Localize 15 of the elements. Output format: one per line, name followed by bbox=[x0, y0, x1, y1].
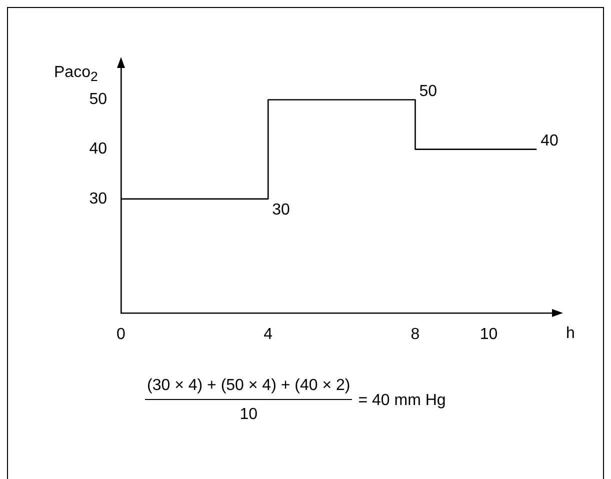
text: = 40 mm Hg bbox=[358, 392, 446, 410]
x-axis-title: h bbox=[566, 325, 575, 343]
x-tick-label: 8 bbox=[410, 326, 420, 344]
y-tick-label: 40 bbox=[89, 140, 108, 158]
y-axis-title: Paco$_{2}$ bbox=[54, 64, 98, 84]
y-tick-label: 50 bbox=[89, 91, 108, 108]
y-tick-label: 30 bbox=[89, 190, 108, 208]
text: 10 bbox=[240, 405, 258, 424]
x-tick-label: 4 bbox=[264, 326, 273, 344]
data-label: 30 bbox=[272, 201, 290, 218]
x-tick-label: 0 bbox=[116, 326, 126, 344]
data-label: 40 bbox=[540, 132, 559, 150]
data-label: 50 bbox=[419, 83, 438, 100]
x-tick-label: 10 bbox=[480, 326, 498, 344]
text: (30 × 4) + (50 × 4) + (40 × 2) bbox=[145, 377, 352, 400]
